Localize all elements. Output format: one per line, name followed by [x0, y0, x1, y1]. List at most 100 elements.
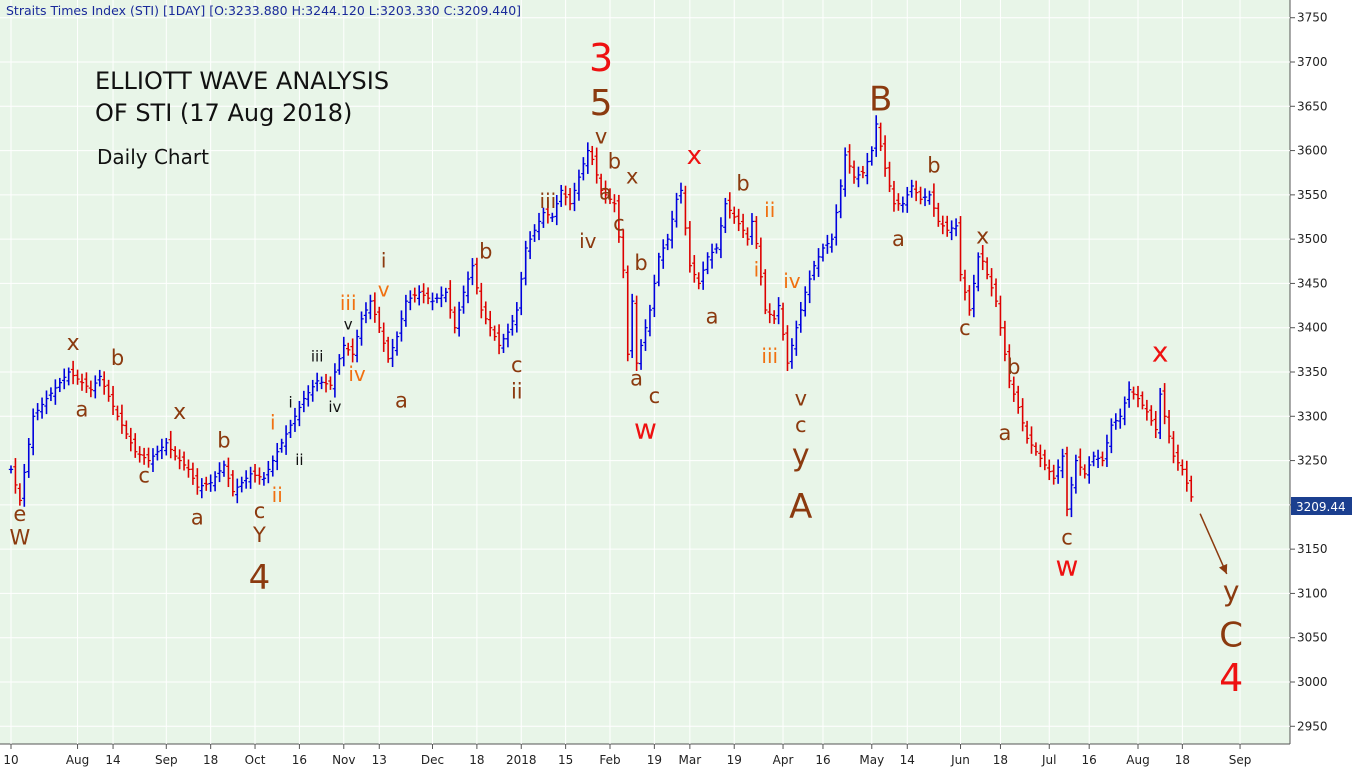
price-bar [359, 311, 364, 346]
price-bar [829, 233, 835, 253]
price-bar [1020, 398, 1025, 432]
price-bar [616, 194, 622, 243]
price-bar [22, 463, 27, 507]
price-bar [678, 182, 684, 204]
price-bar [962, 269, 968, 301]
wave-label: c [959, 316, 971, 340]
wave-label: b [217, 428, 230, 452]
price-bar [519, 271, 524, 316]
wave-label: e [13, 502, 26, 526]
price-bar [1073, 454, 1079, 494]
price-bar [629, 293, 635, 359]
price-bar [541, 207, 546, 228]
price-bar [1162, 383, 1167, 425]
wave-label: x [67, 331, 80, 356]
price-bar [1131, 386, 1136, 400]
x-tick-label: 15 [558, 753, 573, 767]
price-bar [527, 231, 533, 260]
wave-label: b [608, 149, 621, 173]
price-bar [337, 354, 342, 375]
x-tick-label: Sep [155, 753, 178, 767]
wave-label: w [1056, 550, 1079, 583]
y-tick-label: 3600 [1297, 144, 1328, 158]
wave-label: b [634, 251, 647, 275]
price-bar [1069, 476, 1074, 518]
price-bar [456, 301, 462, 337]
price-bar [66, 367, 71, 386]
price-bar [567, 188, 573, 211]
x-tick-label: Jun [950, 753, 970, 767]
price-bar [1113, 413, 1119, 430]
price-bar [749, 213, 755, 245]
wave-label: x [1152, 335, 1169, 368]
y-tick-label: 3000 [1297, 675, 1328, 689]
price-bar [803, 286, 808, 317]
wave-label: a [191, 505, 204, 529]
price-bar [164, 437, 169, 456]
price-bar [683, 185, 688, 236]
price-bar [1140, 391, 1145, 410]
price-bar [745, 227, 750, 246]
price-bar [226, 457, 231, 488]
price-bar [501, 333, 506, 354]
price-bar [634, 295, 639, 371]
price-bar [763, 269, 768, 315]
price-bar [155, 445, 160, 461]
y-tick-label: 3500 [1297, 232, 1328, 246]
wave-label: b [479, 240, 492, 264]
price-bar [1126, 381, 1132, 408]
price-bar [976, 252, 981, 292]
wave-label: w [634, 412, 657, 445]
price-bar [306, 385, 311, 407]
x-tick-label: 18 [1175, 753, 1190, 767]
x-tick-label: 14 [900, 753, 915, 767]
price-bar [1029, 426, 1034, 454]
price-bar [1038, 444, 1043, 468]
wave-label: ii [295, 451, 303, 469]
price-bar [558, 184, 564, 207]
price-bar [217, 462, 222, 483]
price-bar [172, 446, 178, 461]
price-bar [665, 233, 670, 251]
price-bar [607, 188, 613, 205]
wave-label: iv [579, 229, 597, 253]
x-tick-label: 2018 [506, 753, 537, 767]
price-bar [212, 471, 218, 492]
price-bar [523, 240, 528, 286]
projection-arrow [1199, 513, 1228, 575]
price-bar [93, 375, 98, 399]
price-bar [820, 243, 826, 262]
overlay-title-line1: ELLIOTT WAVE ANALYSIS [95, 67, 389, 95]
x-tick-label: Aug [1126, 753, 1149, 767]
price-bar [585, 142, 591, 174]
price-bar [487, 310, 493, 337]
price-bar [363, 302, 369, 324]
price-bar [953, 218, 959, 237]
price-bar [146, 447, 151, 468]
price-bar [532, 224, 537, 242]
price-bar [346, 342, 351, 356]
price-bar [425, 287, 431, 305]
price-bar [186, 459, 191, 478]
price-bar [283, 425, 289, 455]
price-bar [625, 265, 630, 362]
y-tick-label: 3050 [1297, 631, 1328, 645]
price-bar [692, 255, 697, 283]
price-bar [984, 257, 990, 280]
y-tick-label: 3350 [1297, 365, 1328, 379]
price-bar [381, 322, 386, 352]
price-bar [758, 237, 764, 286]
wave-label: iii [761, 344, 778, 368]
x-tick-label: 19 [647, 753, 662, 767]
wave-label: iii [311, 347, 324, 365]
price-bar [718, 217, 724, 259]
price-bar [341, 336, 346, 367]
price-bar [75, 369, 80, 385]
price-bar [705, 252, 710, 275]
price-bar [1051, 464, 1056, 485]
wave-label: x [976, 225, 989, 250]
price-bar [301, 390, 307, 413]
price-bar [314, 372, 320, 392]
